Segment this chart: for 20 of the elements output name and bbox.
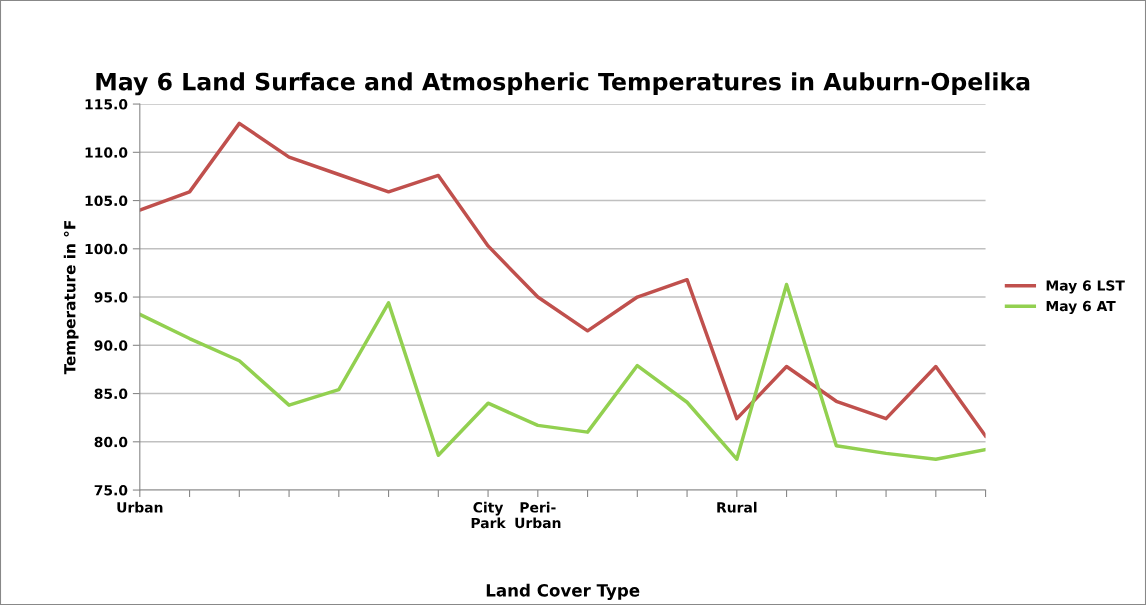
x-axis-title: Land Cover Type — [486, 583, 640, 600]
x-tick-label: Peri- Urban — [515, 501, 561, 529]
line-series — [139, 282, 986, 461]
y-axis-title: Temperature in °F — [63, 220, 79, 375]
y-tick-label: 110.0 — [85, 147, 128, 158]
y-tick-label: 90.0 — [94, 340, 128, 351]
y-tick-label: 85.0 — [94, 388, 128, 400]
y-tick-label: 115.0 — [85, 99, 128, 110]
legend-label: May 6 AT — [1046, 300, 1116, 315]
y-tick-label: 100.0 — [85, 243, 128, 255]
line-series — [139, 121, 986, 438]
y-tick-label: 95.0 — [94, 292, 128, 303]
y-tick-label: 75.0 — [94, 485, 128, 496]
x-tick-label: Rural — [717, 501, 757, 513]
y-tick-label: 80.0 — [94, 436, 128, 448]
x-tick-label: City Park — [471, 501, 506, 529]
chart-title: May 6 Land Surface and Atmospheric Temperatures in Auburn-Opelika — [96, 72, 1030, 96]
legend-label: May 6 LST — [1046, 280, 1125, 294]
y-tick-label: 105.0 — [85, 195, 128, 207]
x-tick-label: Urban — [117, 501, 163, 513]
